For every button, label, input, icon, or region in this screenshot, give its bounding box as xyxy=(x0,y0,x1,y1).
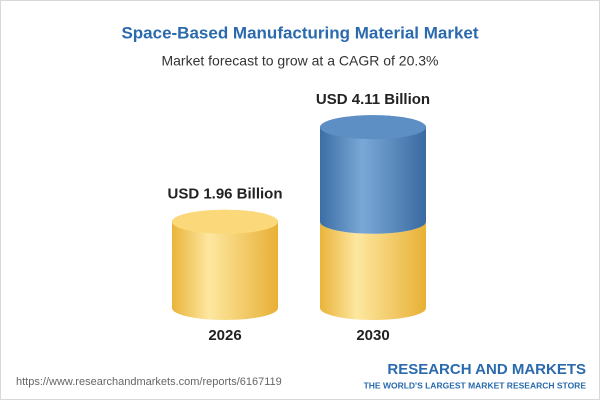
brand: RESEARCH AND MARKETS xyxy=(387,361,586,378)
cylinder xyxy=(172,209,278,320)
cylinder-top xyxy=(172,209,278,234)
cylinder-top xyxy=(320,115,426,140)
chart-subtitle: Market forecast to grow at a CAGR of 20.… xyxy=(161,53,438,69)
value-label: USD 4.11 Billion xyxy=(316,91,430,108)
x-tick-label: 2030 xyxy=(356,327,389,344)
cylinder-growth-part xyxy=(320,115,426,234)
chart-title: Space-Based Manufacturing Material Marke… xyxy=(121,23,478,42)
source-url: https://www.researchandmarkets.com/repor… xyxy=(16,376,282,388)
tagline: THE WORLD'S LARGEST MARKET RESEARCH STOR… xyxy=(364,380,587,390)
value-label: USD 1.96 Billion xyxy=(167,186,282,203)
x-tick-label: 2026 xyxy=(208,327,241,344)
cylinder-base-part xyxy=(320,221,426,320)
